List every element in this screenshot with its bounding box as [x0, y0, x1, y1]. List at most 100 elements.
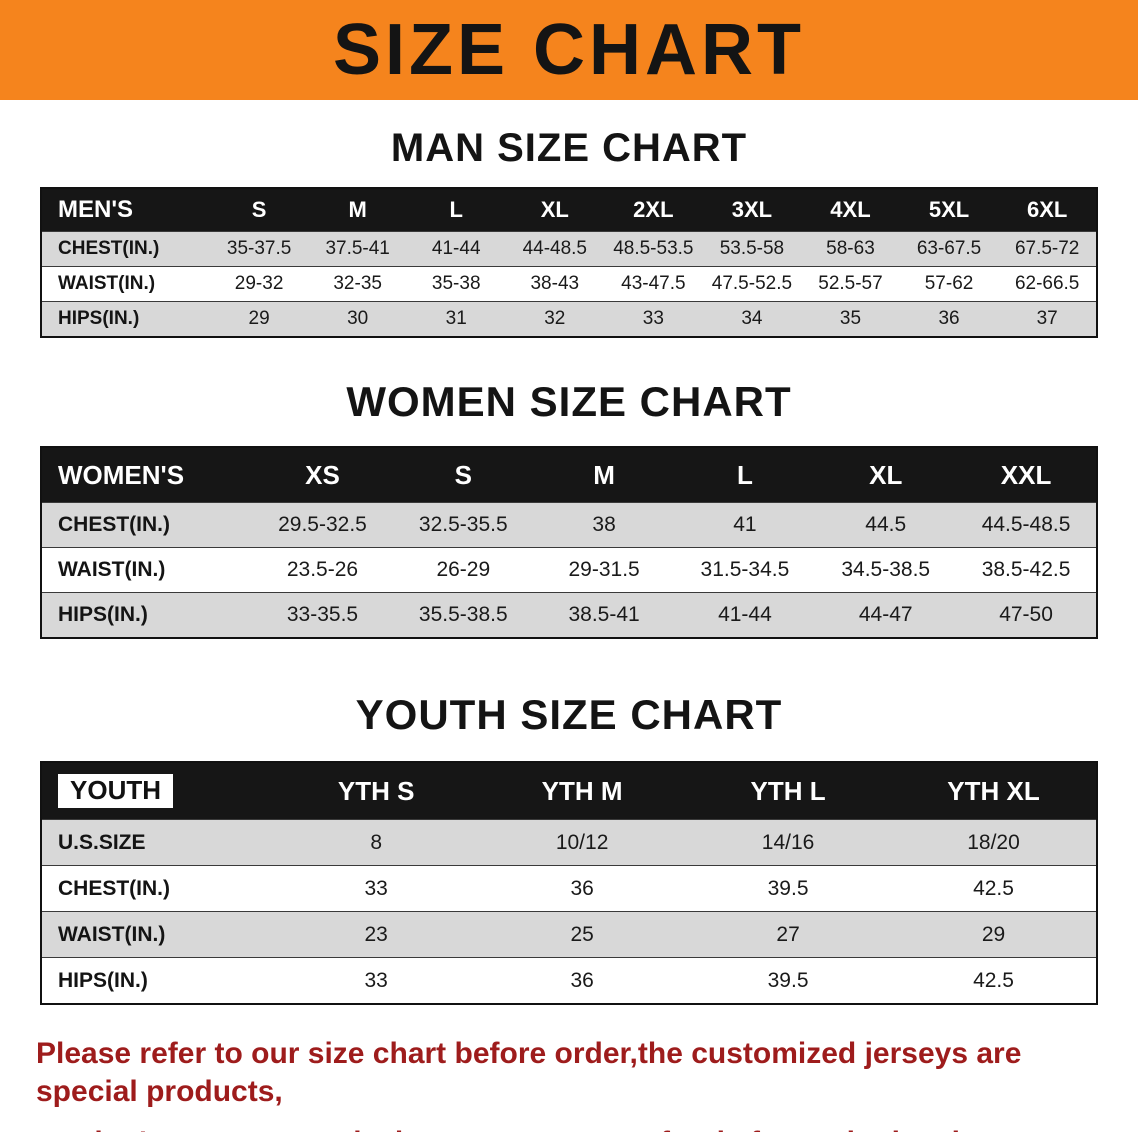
header-row: MEN'S S M L XL 2XL 3XL 4XL 5XL 6XL [41, 188, 1097, 232]
table-row: CHEST(IN.) 35-37.5 37.5-41 41-44 44-48.5 48.5… [41, 231, 1097, 267]
measurement-cell: 43-47.5 [604, 266, 703, 302]
measurement-cell: 41-44 [406, 231, 506, 267]
row-label: CHEST(IN.) [41, 502, 253, 548]
size-column-header: 6XL [998, 188, 1097, 232]
measurement-cell: 39.5 [685, 865, 892, 912]
measurement-cell: 36 [479, 957, 686, 1004]
size-column-header: L [674, 447, 816, 503]
measurement-cell: 62-66.5 [998, 266, 1097, 302]
measurement-cell: 42.5 [891, 865, 1097, 912]
size-chart-body: MAN SIZE CHART MEN'S S M L XL 2XL 3XL 4XL 5XL 6XL… [0, 126, 1138, 1132]
measurement-cell: 35 [801, 301, 900, 337]
measurement-cell: 41-44 [674, 592, 816, 638]
size-column-header: XL [505, 188, 605, 232]
youth-table-body: U.S.SIZE 8 10/12 14/16 18/20 CHEST(IN.) 33 36 39… [41, 819, 1097, 1004]
measurement-cell: 52.5-57 [801, 266, 900, 302]
row-label: WAIST(IN.) [41, 911, 274, 958]
measurement-cell: 37 [998, 301, 1097, 337]
table-row: U.S.SIZE 8 10/12 14/16 18/20 [41, 819, 1097, 866]
measurement-cell: 38.5-42.5 [956, 547, 1097, 593]
measurement-cell: 33 [273, 957, 480, 1004]
measurement-cell: 35.5-38.5 [392, 592, 534, 638]
measurement-cell: 32 [505, 301, 605, 337]
measurement-cell: 31.5-34.5 [674, 547, 816, 593]
size-column-header: YTH S [273, 762, 480, 820]
size-column-header: XXL [956, 447, 1097, 503]
table-row: WAIST(IN.) 23.5-26 26-29 29-31.5 31.5-34.5 34… [41, 547, 1097, 593]
measurement-cell: 29 [209, 301, 309, 337]
measurement-cell: 26-29 [392, 547, 534, 593]
size-column-header: 3XL [702, 188, 802, 232]
measurement-cell: 25 [479, 911, 686, 958]
size-column-header: S [209, 188, 309, 232]
disclaimer-line-1: Please refer to our size chart before or… [36, 1037, 1022, 1108]
row-label: U.S.SIZE [41, 819, 274, 866]
measurement-cell: 33 [273, 865, 480, 912]
table-row: HIPS(IN.) 29 30 31 32 33 34 35 36 37 [41, 301, 1097, 337]
measurement-cell: 27 [685, 911, 892, 958]
measurement-cell: 47-50 [956, 592, 1097, 638]
row-label: WAIST(IN.) [41, 547, 253, 593]
men-size-section: MAN SIZE CHART MEN'S S M L XL 2XL 3XL 4XL 5XL 6XL… [0, 126, 1138, 338]
measurement-cell: 36 [479, 865, 686, 912]
measurement-cell: 63-67.5 [899, 231, 999, 267]
measurement-cell: 47.5-52.5 [702, 266, 802, 302]
measurement-cell: 36 [899, 301, 999, 337]
table-title-cell: WOMEN'S [41, 447, 253, 503]
measurement-cell: 32-35 [308, 266, 407, 302]
youth-size-table: YOUTH YTH S YTH M YTH L YTH XL U.S.SIZE 8 10/1… [40, 761, 1098, 1005]
size-column-header: YTH L [685, 762, 892, 820]
youth-size-section: YOUTH SIZE CHART YOUTH YTH S YTH M YTH L YTH… [0, 691, 1138, 1005]
measurement-cell: 44-47 [815, 592, 957, 638]
row-label: CHEST(IN.) [41, 231, 210, 267]
measurement-cell: 18/20 [891, 819, 1097, 866]
measurement-cell: 31 [406, 301, 506, 337]
measurement-cell: 48.5-53.5 [604, 231, 703, 267]
measurement-cell: 34 [702, 301, 802, 337]
women-size-section: WOMEN SIZE CHART WOMEN'S XS S M L XL XXL CHEST… [0, 378, 1138, 639]
measurement-cell: 37.5-41 [308, 231, 407, 267]
men-section-heading: MAN SIZE CHART [390, 126, 748, 170]
measurement-cell: 38 [533, 502, 675, 548]
women-table-body: CHEST(IN.) 29.5-32.5 32.5-35.5 38 41 44.5 44.5… [41, 502, 1097, 638]
youth-table-header: YOUTH YTH S YTH M YTH L YTH XL [41, 762, 1097, 820]
size-column-header: S [392, 447, 534, 503]
measurement-cell: 58-63 [801, 231, 900, 267]
men-size-table: MEN'S S M L XL 2XL 3XL 4XL 5XL 6XL CHEST(IN.) 35-3… [40, 187, 1098, 338]
women-table-header: WOMEN'S XS S M L XL XXL [41, 447, 1097, 503]
size-column-header: YTH XL [891, 762, 1097, 820]
header-row: WOMEN'S XS S M L XL XXL [41, 447, 1097, 503]
measurement-cell: 35-37.5 [209, 231, 309, 267]
measurement-cell: 33-35.5 [252, 592, 393, 638]
size-column-header: XS [252, 447, 393, 503]
measurement-cell: 39.5 [685, 957, 892, 1004]
measurement-cell: 10/12 [479, 819, 686, 866]
measurement-cell: 32.5-35.5 [392, 502, 534, 548]
measurement-cell: 44.5-48.5 [956, 502, 1097, 548]
size-column-header: M [308, 188, 407, 232]
men-table-body: CHEST(IN.) 35-37.5 37.5-41 41-44 44-48.5 48.5… [41, 231, 1097, 337]
disclaimer-line-2: we don't accept cancel, change, teturn o… [36, 1124, 1116, 1132]
size-column-header: 2XL [604, 188, 703, 232]
size-column-header: L [406, 188, 506, 232]
men-table-header: MEN'S S M L XL 2XL 3XL 4XL 5XL 6XL [41, 188, 1097, 232]
measurement-cell: 8 [273, 819, 480, 866]
table-row: HIPS(IN.) 33-35.5 35.5-38.5 38.5-41 41-44 44-… [41, 592, 1097, 638]
table-row: CHEST(IN.) 29.5-32.5 32.5-35.5 38 41 44.5 44.5… [41, 502, 1097, 548]
measurement-cell: 35-38 [406, 266, 506, 302]
measurement-cell: 30 [308, 301, 407, 337]
women-section-heading: WOMEN SIZE CHART [346, 378, 792, 425]
measurement-cell: 42.5 [891, 957, 1097, 1004]
measurement-cell: 23.5-26 [252, 547, 393, 593]
measurement-cell: 44.5 [815, 502, 957, 548]
measurement-cell: 29-31.5 [533, 547, 675, 593]
measurement-cell: 14/16 [685, 819, 892, 866]
header-row: YOUTH YTH S YTH M YTH L YTH XL [41, 762, 1097, 820]
row-label: HIPS(IN.) [41, 301, 210, 337]
table-title-cell: MEN'S [41, 188, 210, 232]
youth-section-heading: YOUTH SIZE CHART [355, 691, 783, 738]
measurement-cell: 44-48.5 [505, 231, 605, 267]
size-column-header: 5XL [899, 188, 999, 232]
measurement-cell: 38.5-41 [533, 592, 675, 638]
table-title-cell: YOUTH [41, 762, 274, 820]
